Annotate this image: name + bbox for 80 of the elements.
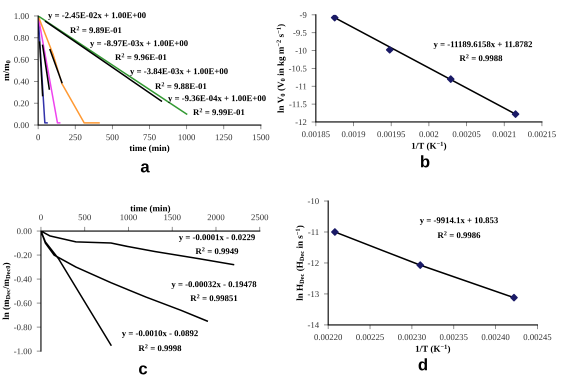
annotation: y = -0.00032x - 0.19478 bbox=[171, 281, 256, 289]
x-tick-label: 0 bbox=[39, 214, 43, 220]
text: ln V$_{0}$ (V$_{0}$ in kg m$^{−2}$ s$^{−1}$) bbox=[276, 24, 286, 113]
x-tick-label: 0.00220 bbox=[314, 334, 342, 340]
annotation: y = -9914.1x + 10.853 bbox=[420, 217, 498, 225]
x-tick-label: 0.00215 bbox=[528, 131, 556, 138]
annotation: y = -11189.6158x + 11.8782 bbox=[434, 41, 532, 49]
annotation: y = -0.0010x - 0.0892 bbox=[122, 330, 198, 338]
x-tick-label: 1250 bbox=[216, 134, 232, 140]
y-tick-label: -14 bbox=[308, 322, 320, 328]
x-tick-label: 0 bbox=[36, 134, 40, 140]
annotation: y = -3.84E-03x + 1.00E+00 bbox=[130, 68, 228, 76]
annotation: y = -0.0001x - 0.0229 bbox=[178, 234, 255, 242]
y-axis-title: ln H$_{Dec}$ (H$_{Dec}$ in s$^{−1}$) bbox=[296, 226, 305, 301]
annotation: R$^{2}$ = 9.96E-01 bbox=[115, 53, 166, 60]
y-tick-label: -11 bbox=[308, 229, 319, 236]
text: b bbox=[421, 155, 430, 168]
y-tick-label: -0.20 bbox=[14, 252, 32, 258]
x-tick-label: 0.00245 bbox=[524, 334, 552, 340]
y-tick-label: 0.60 bbox=[14, 56, 29, 63]
x-tick-label: 500 bbox=[106, 134, 119, 140]
x-tick-label: 0.00235 bbox=[440, 334, 468, 340]
y-tick-label: 1.00 bbox=[14, 13, 29, 20]
annotation: R$^{2}$ = 0.9949 bbox=[196, 247, 238, 254]
y-tick-label: -11.5 bbox=[289, 101, 306, 108]
x-tick-label: 0.00230 bbox=[398, 334, 426, 340]
x-axis-title: 1/T (K$^{−1}$) bbox=[412, 142, 446, 151]
x-tick-label: 1000 bbox=[120, 214, 137, 220]
y-tick-label: -10 bbox=[295, 48, 306, 54]
y-tick-label: -0.60 bbox=[14, 300, 32, 306]
text: a bbox=[140, 163, 150, 172]
x-tick-label: 500 bbox=[78, 214, 91, 220]
x-axis-title: time (min) bbox=[129, 144, 170, 153]
annotation: R$^{2}$ = 0.9998 bbox=[138, 344, 182, 352]
y-tick-label: -0.40 bbox=[14, 276, 32, 282]
x-tick-label: 0.002 bbox=[419, 131, 438, 138]
x-tick-label: 0.00185 bbox=[302, 131, 330, 138]
x-tick-label: 750 bbox=[144, 134, 156, 140]
x-axis-title: 1/T (K$^{−1}$) bbox=[416, 344, 450, 354]
text: c bbox=[139, 365, 148, 374]
annotation: R$^{2}$ = 0.9988 bbox=[460, 54, 502, 62]
y-tick-label: -12 bbox=[295, 119, 306, 126]
x-tick-label: 0.0021 bbox=[492, 131, 516, 138]
x-tick-label: 1500 bbox=[252, 134, 270, 140]
x-axis-title: time (min) bbox=[130, 205, 170, 214]
y-tick-label: -1.00 bbox=[14, 348, 32, 354]
y-tick-label: -0.80 bbox=[14, 324, 32, 330]
y-tick-label: -13 bbox=[308, 291, 319, 298]
annotation: R$^{2}$ = 9.88E-01 bbox=[155, 82, 206, 90]
annotation: R$^{2}$ = 9.89E-01 bbox=[70, 26, 122, 34]
x-tick-label: 0.00195 bbox=[377, 131, 406, 138]
x-tick-label: 0.00205 bbox=[452, 131, 480, 138]
y-tick-label: -12 bbox=[308, 260, 319, 266]
x-tick-label: 0.0019 bbox=[342, 131, 366, 138]
x-tick-label: 2500 bbox=[251, 214, 268, 220]
y-axis-title: ln (m$_{Dec}$/m$_{Dec0}$) bbox=[2, 262, 11, 320]
x-tick-label: 1500 bbox=[164, 214, 181, 220]
annotation: y = -8.97E-03x + 1.00E+00 bbox=[90, 40, 188, 48]
y-axis-title: m/m$_{0}$ bbox=[3, 60, 10, 81]
text: d bbox=[418, 358, 427, 370]
y-tick-label: -9 bbox=[300, 12, 306, 18]
y-tick-label: 0.40 bbox=[14, 78, 29, 85]
y-tick-label: -9.5 bbox=[293, 30, 306, 36]
annotation: R$^{2}$ = 9.99E-01 bbox=[193, 108, 244, 116]
y-tick-label: -10 bbox=[308, 198, 319, 204]
annotation: R$^{2}$ = 0.99851 bbox=[190, 294, 238, 302]
x-tick-label: 250 bbox=[69, 134, 82, 140]
y-tick-label: 0.00 bbox=[14, 122, 29, 128]
y-tick-label: 0.20 bbox=[14, 100, 29, 106]
y-tick-label: -10.5 bbox=[288, 66, 306, 72]
x-tick-label: 0.00225 bbox=[356, 334, 384, 340]
y-tick-label: -11 bbox=[296, 84, 306, 90]
y-tick-label: 0.80 bbox=[14, 34, 29, 41]
x-tick-label: 1000 bbox=[178, 134, 196, 140]
x-tick-label: 2000 bbox=[208, 214, 224, 220]
y-tick-label: 0.00 bbox=[16, 228, 32, 234]
annotation: R$^{2}$ = 0.9986 bbox=[438, 231, 480, 238]
annotation: y = -9.36E-04x + 1.00E+00 bbox=[168, 95, 266, 103]
annotation: y = -2.45E-02x + 1.00E+00 bbox=[48, 12, 146, 20]
x-tick-label: 0.00240 bbox=[482, 334, 510, 340]
